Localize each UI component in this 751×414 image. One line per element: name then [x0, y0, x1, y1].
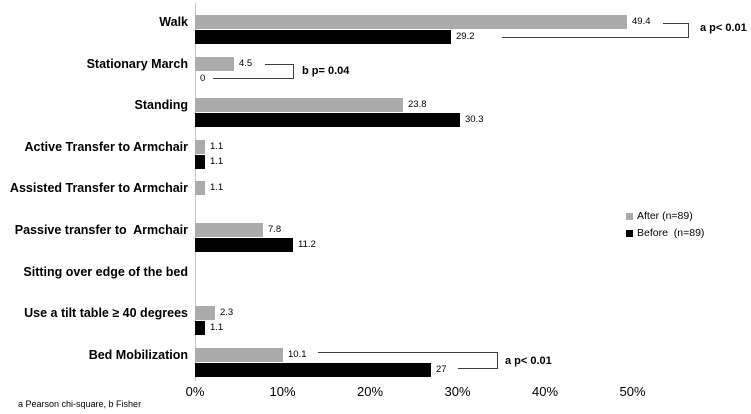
footnote: a Pearson chi-square, b Fisher — [18, 399, 142, 409]
value-label: 11.2 — [298, 239, 316, 250]
x-tick-label: 40% — [531, 384, 559, 399]
x-tick-label: 10% — [269, 384, 296, 399]
category-label: Passive transfer to Armchair — [14, 223, 188, 237]
bar-before — [195, 113, 460, 127]
legend-swatch-icon — [626, 230, 633, 237]
category-label: Standing — [134, 98, 188, 112]
category-label: Walk — [159, 15, 188, 29]
value-label: 23.8 — [408, 99, 427, 110]
value-label: 30.3 — [465, 114, 484, 125]
category-label: Use a tilt table ≥ 40 degrees — [24, 306, 188, 320]
bar-after — [195, 98, 403, 112]
value-label: 29.2 — [456, 31, 475, 42]
value-label: 0 — [200, 73, 206, 84]
bar-after — [195, 181, 205, 195]
bar-before — [195, 363, 431, 377]
category-label: Active Transfer to Armchair — [24, 140, 188, 154]
bar-after — [195, 140, 205, 154]
legend-swatch-icon — [626, 213, 633, 220]
value-label: 1.1 — [210, 156, 224, 167]
category-label: Bed Mobilization — [88, 348, 188, 362]
value-label: 2.3 — [220, 307, 234, 318]
value-label: 7.8 — [268, 224, 282, 235]
bracket-line — [502, 23, 689, 38]
value-label: 49.4 — [632, 16, 651, 27]
x-tick-label: 0% — [185, 384, 205, 399]
bracket-line — [213, 64, 294, 79]
bar-after — [195, 223, 263, 237]
legend-label: Before (n=89) — [637, 227, 705, 239]
bar-after — [195, 57, 234, 71]
value-label: 27 — [436, 364, 447, 375]
x-tick-label: 20% — [356, 384, 384, 399]
value-label: 1.1 — [210, 182, 224, 193]
x-tick-label: 50% — [619, 384, 646, 399]
category-label: Sitting over edge of the bed — [23, 265, 188, 279]
bar-before — [195, 155, 205, 169]
bar-after — [195, 306, 215, 320]
legend-item-before: Before (n=89) — [626, 227, 704, 240]
value-label: 1.1 — [210, 141, 224, 152]
p-value-label: b p= 0.04 — [302, 65, 350, 77]
bracket-line — [265, 64, 293, 65]
p-value-label: a p< 0.01 — [505, 355, 552, 367]
bar-after — [195, 15, 627, 29]
bracket-line — [318, 352, 497, 353]
legend-label: After (n=89) — [637, 210, 693, 222]
bracket-line — [663, 23, 688, 24]
bar-before — [195, 321, 205, 335]
legend-item-after: After (n=89) — [626, 210, 693, 223]
bar-before — [195, 30, 451, 44]
category-label: Assisted Transfer to Armchair — [9, 181, 188, 195]
value-label: 4.5 — [239, 58, 253, 69]
value-label: 10.1 — [288, 349, 307, 360]
value-label: 1.1 — [210, 322, 224, 333]
bar-after — [195, 348, 283, 362]
p-value-label: a p< 0.01 — [700, 22, 747, 34]
bracket-line — [458, 352, 498, 369]
category-label: Stationary March — [86, 57, 188, 71]
x-tick-label: 30% — [444, 384, 471, 399]
bar-before — [195, 238, 293, 252]
